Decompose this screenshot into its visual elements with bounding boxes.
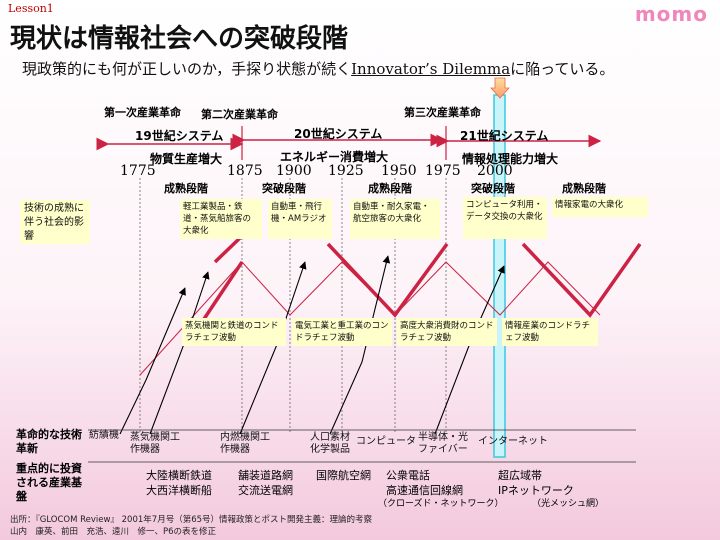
stage-breakthrough-2: 突破段階: [471, 182, 515, 195]
subtitle-pre: 現政策的にも何が正しいのか，手探り状態が続く: [22, 60, 352, 78]
capacity-energy: エネルギー消費増大: [280, 150, 389, 164]
year-1900: 1900: [276, 163, 312, 179]
stage-mature-1: 成熟段階: [164, 182, 208, 195]
tech-spinning: 紡績機: [89, 430, 119, 441]
revolution-second: 第二次産業革命: [201, 108, 278, 121]
year-1775: 1775: [120, 163, 156, 179]
year-1875: 1875: [227, 163, 263, 179]
subtitle-term: Innovator’s Dilemma: [351, 60, 511, 78]
impact-box-2: 自動車・飛行機・AMラジオ: [268, 199, 332, 239]
infra-air-network: 国際航空網: [316, 469, 371, 482]
system-19th: 19世紀システム: [135, 129, 224, 143]
infra-continental-railway: 大陸横断鉄道: [146, 469, 212, 482]
page-subtitle: 現政策的にも何が正しいのか，手探り状態が続くInnovator’s Dilemm…: [22, 58, 614, 79]
stage-breakthrough-1: 突破段階: [262, 182, 306, 195]
system-21st: 21世紀システム: [460, 129, 549, 143]
tech-semiconductor: 半導体・光ファイバー: [418, 432, 468, 455]
subtitle-post: に陥っている。: [510, 60, 615, 78]
infra-atlantic-ship: 大西洋横断船: [146, 484, 212, 497]
impact-box-4: コンピュータ利用・データ交換の大衆化: [463, 197, 547, 239]
present-marker-arrow: [490, 77, 510, 99]
infra-high-speed-lines: 高速通信回線網: [386, 484, 463, 497]
tech-combustion: 内燃機関工作機器: [220, 432, 270, 455]
infra-ip-network: IPネットワーク: [498, 484, 574, 497]
tech-computer: コンピュータ: [356, 436, 416, 447]
side-label-technology: 革命的な技術革新: [16, 428, 82, 455]
infra-ultra-broadband: 超広域帯: [498, 469, 542, 482]
wave-box-1: 蒸気機関と鉄道のコンドラチェフ波動: [182, 318, 286, 346]
wave-box-2: 電気工業と重工業のコンドラチェフ波動: [292, 318, 392, 346]
capacity-information: 情報処理能力増大: [462, 152, 559, 166]
source-line-1: 出所：『GLOCOM Review』 2001年7月号（第65号）情報政策とポス…: [10, 515, 373, 525]
social-impact-label: 技術の成熟に伴う社会的影響: [20, 200, 90, 244]
infra-paved-roads: 舗装道路網: [238, 469, 293, 482]
side-label-infrastructure: 重点的に投資される産業基盤: [16, 462, 82, 503]
year-1925: 1925: [328, 163, 364, 179]
stage-mature-3: 成熟段階: [562, 182, 606, 195]
page-title: 現状は情報社会への突破段階: [10, 24, 349, 54]
impact-box-1: 軽工業製品・鉄道・蒸気船旅客の大衆化: [180, 199, 262, 239]
infra-closed-network: （クローズド・ネットワーク）: [378, 499, 504, 509]
revolution-first: 第一次産業革命: [104, 106, 181, 119]
revolution-third: 第三次産業革命: [404, 106, 481, 119]
year-2000: 2000: [477, 163, 513, 179]
wave-2: [326, 242, 449, 318]
wave-box-3: 高度大衆消費財のコンドラチェフ波動: [397, 318, 497, 346]
brand-logo: momo: [634, 2, 708, 26]
infra-ac-grid: 交流送電網: [238, 484, 293, 497]
capacity-material: 物質生産増大: [150, 152, 223, 166]
stage-mature-2: 成熟段階: [368, 182, 412, 195]
tech-chemical: 人口素材化学製品: [310, 432, 350, 455]
impact-box-3: 自動車・耐久家電・航空旅客の大衆化: [350, 199, 440, 239]
lesson-label: Lesson1: [8, 2, 54, 15]
infra-public-phone: 公衆電話: [386, 469, 430, 482]
infra-optical-mesh: （光メッシュ網）: [532, 499, 605, 509]
wave-4: [213, 234, 244, 264]
source-line-2: 山内 康英、前田 充浩、遠川 修一、P6の表を修正: [10, 527, 217, 537]
tech-steam: 蒸気機関工作機器: [130, 432, 180, 455]
system-20th: 20世紀システム: [294, 127, 383, 141]
wave-3: [521, 242, 642, 318]
tech-internet: インターネット: [478, 436, 548, 447]
year-1975: 1975: [425, 163, 461, 179]
year-1950: 1950: [381, 163, 417, 179]
impact-box-5: 情報家電の大衆化: [552, 197, 648, 217]
wave-box-4: 情報産業のコンドラチェフ波動: [502, 318, 598, 346]
